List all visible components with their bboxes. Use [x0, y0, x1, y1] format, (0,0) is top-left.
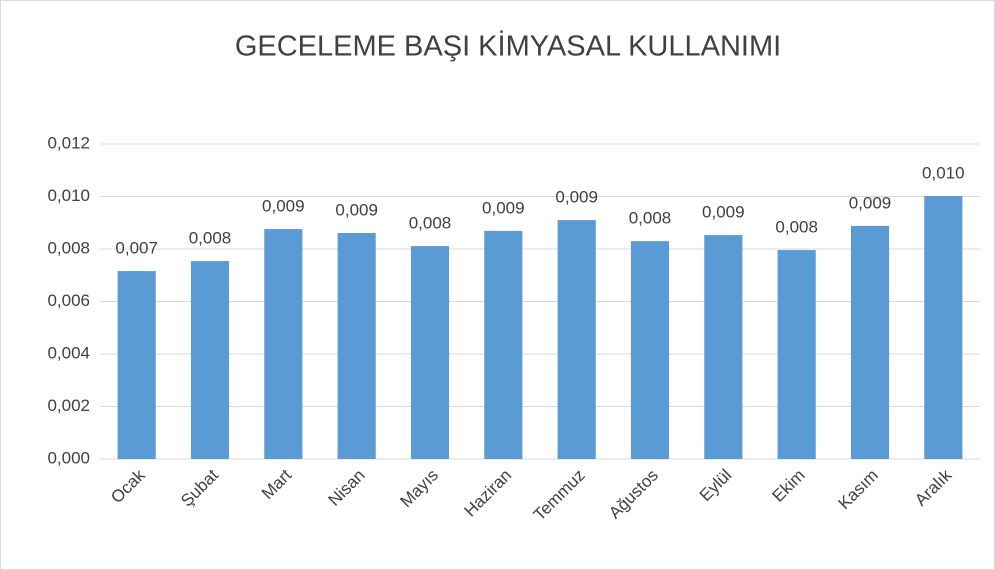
bar: [777, 250, 816, 459]
data-label: 0,009: [849, 193, 892, 212]
bar: [410, 246, 450, 459]
bar: [484, 230, 523, 459]
data-label: 0,009: [262, 197, 305, 216]
bar: [190, 261, 230, 459]
data-label: 0,010: [922, 163, 965, 182]
chart-title: GECELEME BAŞI KİMYASAL KULLANIMI: [235, 30, 781, 63]
data-label: 0,008: [189, 229, 232, 248]
y-tick-label: 0,000: [47, 448, 90, 467]
bar: [850, 225, 890, 459]
y-tick-label: 0,002: [47, 396, 90, 415]
y-tick-label: 0,004: [47, 343, 90, 362]
bar: [337, 232, 376, 459]
bar: [557, 220, 596, 459]
data-label: 0,008: [775, 218, 818, 237]
data-label: 0,009: [702, 203, 745, 222]
bar: [117, 271, 156, 459]
data-label: 0,008: [629, 209, 672, 228]
bar: [630, 241, 670, 459]
y-tick-label: 0,012: [47, 133, 90, 152]
data-label: 0,008: [409, 214, 452, 233]
bar: [264, 229, 303, 459]
data-label: 0,009: [482, 198, 525, 217]
data-label: 0,009: [555, 188, 598, 207]
y-tick-label: 0,008: [47, 238, 90, 257]
data-label: 0,009: [335, 200, 378, 219]
y-tick-label: 0,010: [47, 186, 90, 205]
bar: [924, 195, 963, 459]
bar: [704, 235, 743, 459]
y-tick-label: 0,006: [47, 291, 90, 310]
data-label: 0,007: [115, 239, 158, 258]
